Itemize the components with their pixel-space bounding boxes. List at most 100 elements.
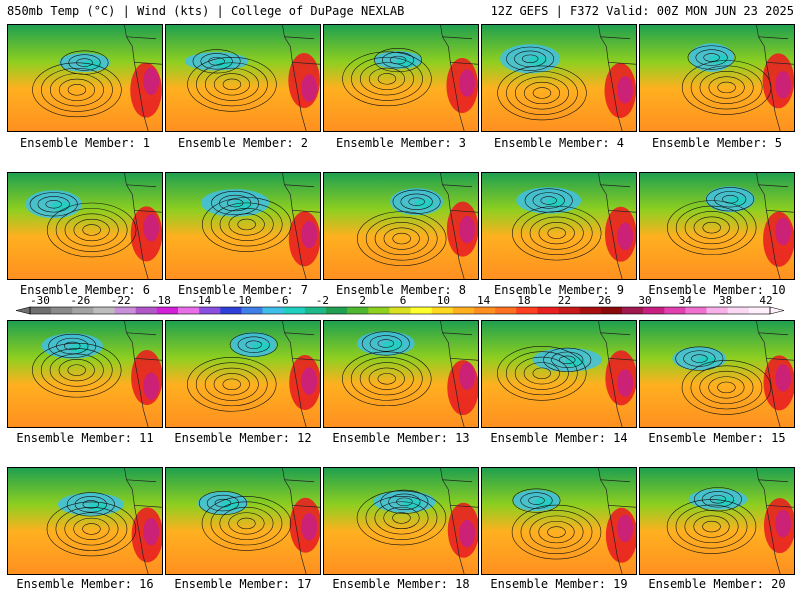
colorbar-swatch xyxy=(156,307,179,314)
colorbar-tick-label: -18 xyxy=(151,294,171,307)
ensemble-map-panel[interactable] xyxy=(639,467,795,575)
ensemble-map-panel[interactable] xyxy=(165,467,321,575)
ensemble-member-label: Ensemble Member: 17 xyxy=(174,577,312,591)
colorbar-swatch xyxy=(114,307,137,314)
colorbar-tick-label: -10 xyxy=(232,294,252,307)
ensemble-map-panel[interactable] xyxy=(481,172,637,280)
colorbar-swatch xyxy=(558,307,581,314)
temperature-map xyxy=(324,173,478,279)
ensemble-map-panel[interactable] xyxy=(323,320,479,428)
ensemble-member-label: Ensemble Member: 16 xyxy=(16,577,154,591)
colorbar-swatch xyxy=(389,307,411,314)
ensemble-map-panel[interactable] xyxy=(639,320,795,428)
temperature-map xyxy=(166,25,320,131)
header-title: 850mb Temp (°C) | Wind (kts) | College o… xyxy=(7,4,405,18)
temperature-map xyxy=(166,321,320,427)
ensemble-map-panel[interactable] xyxy=(323,172,479,280)
colorbar-tick-label: 26 xyxy=(598,294,611,307)
colorbar-swatch xyxy=(474,307,496,314)
temperature-map xyxy=(640,468,794,574)
colorbar-swatch xyxy=(72,307,94,314)
colorbar-swatch xyxy=(304,307,327,314)
colorbar-swatch xyxy=(368,307,390,314)
ensemble-map-panel[interactable] xyxy=(165,24,321,132)
temperature-map xyxy=(482,173,636,279)
ensemble-map-panel[interactable] xyxy=(481,24,637,132)
ensemble-member-label: Ensemble Member: 18 xyxy=(332,577,470,591)
ensemble-map-panel[interactable] xyxy=(165,172,321,280)
ensemble-map-panel[interactable] xyxy=(7,24,163,132)
colorbar-tick-label: -6 xyxy=(275,294,288,307)
temperature-map xyxy=(166,468,320,574)
temperature-map xyxy=(324,468,478,574)
colorbar-tick-label: 34 xyxy=(679,294,693,307)
ensemble-map-panel[interactable] xyxy=(481,467,637,575)
ensemble-member-label: Ensemble Member: 4 xyxy=(493,136,625,150)
temperature-map xyxy=(640,321,794,427)
ensemble-map-panel[interactable] xyxy=(165,320,321,428)
ensemble-map-panel[interactable] xyxy=(323,24,479,132)
ensemble-map-panel[interactable] xyxy=(7,172,163,280)
colorbar-swatch xyxy=(262,307,285,314)
colorbar-tick-label: -2 xyxy=(316,294,329,307)
ensemble-member-label: Ensemble Member: 11 xyxy=(16,431,154,445)
colorbar-swatch xyxy=(516,307,538,314)
ensemble-map-panel[interactable] xyxy=(481,320,637,428)
ensemble-member-label: Ensemble Member: 13 xyxy=(332,431,470,445)
colorbar-swatch xyxy=(727,307,750,314)
ensemble-map-panel[interactable] xyxy=(639,24,795,132)
ensemble-map-panel[interactable] xyxy=(323,467,479,575)
colorbar-swatch xyxy=(220,307,242,314)
colorbar-swatch xyxy=(600,307,623,314)
temperature-map xyxy=(324,25,478,131)
colorbar-swatch xyxy=(706,307,729,314)
ensemble-member-label: Ensemble Member: 20 xyxy=(648,577,786,591)
colorbar-swatch xyxy=(326,307,348,314)
colorbar-tick-label: 30 xyxy=(638,294,651,307)
colorbar-tick-label: -14 xyxy=(191,294,211,307)
temperature-colorbar: -30 -26 -22 -18 -14 -10 -6 -2 2 6 10 14 18 22 26 30 34 38… xyxy=(15,294,785,315)
header-run-info: 12Z GEFS | F372 Valid: 00Z MON JUN 23 20… xyxy=(490,4,794,18)
colorbar-swatch xyxy=(347,307,369,314)
colorbar-tick-label: 6 xyxy=(400,294,407,307)
colorbar-swatch xyxy=(537,307,559,314)
colorbar-swatch xyxy=(199,307,221,314)
colorbar-swatch xyxy=(241,307,263,314)
colorbar-tick-label: 10 xyxy=(437,294,450,307)
colorbar-tick-label: -26 xyxy=(70,294,90,307)
ensemble-map-panel[interactable] xyxy=(639,172,795,280)
colorbar-tick-label: 42 xyxy=(759,294,772,307)
colorbar-swatch xyxy=(283,307,306,314)
colorbar-swatch xyxy=(410,307,433,314)
colorbar-low-arrow xyxy=(15,306,31,315)
colorbar-swatch xyxy=(452,307,475,314)
temperature-map xyxy=(324,321,478,427)
colorbar-tick-label: 14 xyxy=(477,294,491,307)
colorbar-tick-label: 2 xyxy=(359,294,366,307)
colorbar-tick-label: -22 xyxy=(111,294,131,307)
colorbar-swatch xyxy=(643,307,665,314)
colorbar-swatch xyxy=(495,307,517,314)
colorbar-swatch xyxy=(664,307,686,314)
colorbar-swatch xyxy=(51,307,73,314)
ensemble-map-panel[interactable] xyxy=(7,320,163,428)
ensemble-member-label: Ensemble Member: 10 xyxy=(648,283,786,297)
ensemble-member-label: Ensemble Member: 3 xyxy=(335,136,467,150)
colorbar-high-arrow xyxy=(769,306,785,315)
temperature-map xyxy=(8,173,162,279)
temperature-map xyxy=(482,25,636,131)
ensemble-member-label: Ensemble Member: 7 xyxy=(177,283,309,297)
ensemble-member-label: Ensemble Member: 5 xyxy=(651,136,783,150)
temperature-map xyxy=(8,25,162,131)
colorbar-swatch xyxy=(579,307,602,314)
temperature-map xyxy=(8,321,162,427)
colorbar-swatch xyxy=(93,307,115,314)
colorbar-tick-label: -30 xyxy=(30,294,50,307)
colorbar-swatch xyxy=(685,307,707,314)
temperature-map xyxy=(640,173,794,279)
temperature-map xyxy=(482,321,636,427)
colorbar-swatch xyxy=(622,307,644,314)
ensemble-member-label: Ensemble Member: 15 xyxy=(648,431,786,445)
ensemble-map-panel[interactable] xyxy=(7,467,163,575)
colorbar-tick-label: 18 xyxy=(517,294,530,307)
